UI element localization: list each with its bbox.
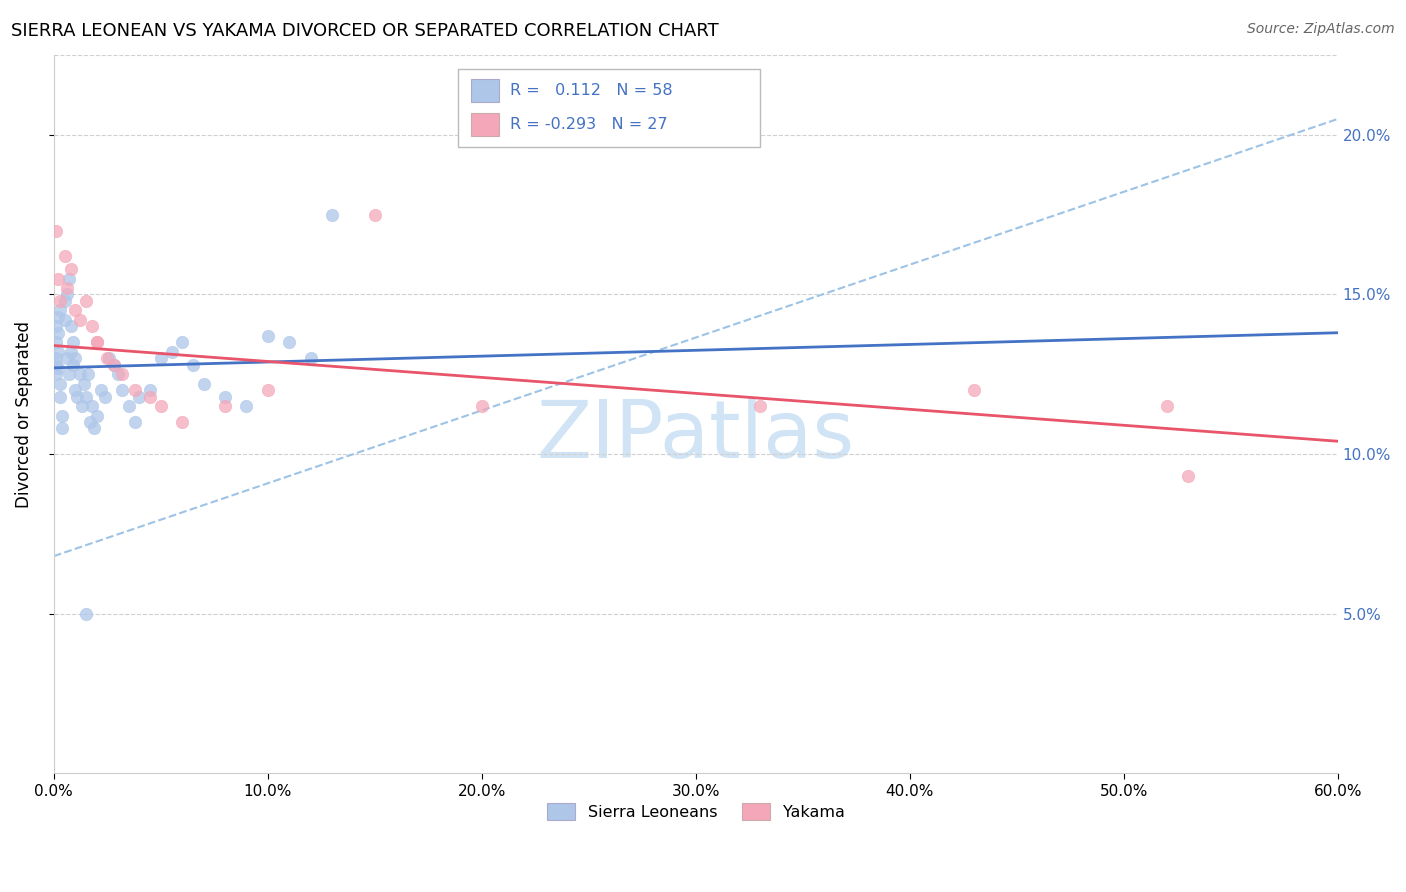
Point — [45, 358, 67, 372]
Point — [51, 409, 73, 423]
Point — [79, 415, 101, 429]
Point — [193, 376, 215, 391]
Point — [69, 313, 91, 327]
Point — [139, 390, 162, 404]
Point — [471, 399, 494, 413]
Point — [256, 329, 278, 343]
Y-axis label: Divorced or Separated: Divorced or Separated — [15, 320, 32, 508]
Point — [235, 399, 257, 413]
Point — [53, 313, 76, 327]
FancyBboxPatch shape — [471, 78, 499, 102]
Point — [46, 360, 69, 375]
Point — [58, 368, 80, 382]
Point — [172, 335, 194, 350]
Point — [62, 358, 84, 372]
Point — [51, 421, 73, 435]
Text: R =   0.112   N = 58: R = 0.112 N = 58 — [509, 83, 672, 98]
Point — [45, 351, 67, 366]
Point — [103, 358, 125, 372]
Point — [1177, 469, 1199, 483]
Text: ZIPatlas: ZIPatlas — [537, 397, 855, 475]
Point — [86, 409, 108, 423]
Point — [124, 383, 146, 397]
Point — [65, 383, 87, 397]
Point — [77, 368, 100, 382]
Point — [65, 351, 87, 366]
Point — [55, 351, 77, 366]
Point — [111, 383, 134, 397]
Point — [75, 293, 97, 308]
Point — [70, 399, 93, 413]
Point — [45, 368, 67, 382]
Point — [364, 208, 387, 222]
Point — [69, 368, 91, 382]
Point — [96, 351, 118, 366]
Point — [75, 390, 97, 404]
Point — [86, 335, 108, 350]
Point — [82, 399, 104, 413]
Point — [214, 399, 236, 413]
Point — [139, 383, 162, 397]
Point — [149, 351, 172, 366]
Point — [46, 271, 69, 285]
Point — [49, 293, 72, 308]
Text: Source: ZipAtlas.com: Source: ZipAtlas.com — [1247, 22, 1395, 37]
Point — [128, 390, 150, 404]
Point — [49, 376, 72, 391]
Point — [53, 249, 76, 263]
Point — [103, 358, 125, 372]
Point — [49, 390, 72, 404]
Point — [1156, 399, 1178, 413]
Text: R = -0.293   N = 27: R = -0.293 N = 27 — [509, 117, 668, 132]
Text: SIERRA LEONEAN VS YAKAMA DIVORCED OR SEPARATED CORRELATION CHART: SIERRA LEONEAN VS YAKAMA DIVORCED OR SEP… — [11, 22, 718, 40]
Point — [90, 383, 112, 397]
Point — [46, 344, 69, 359]
Point — [53, 293, 76, 308]
Point — [149, 399, 172, 413]
Point — [299, 351, 322, 366]
Point — [214, 390, 236, 404]
Point — [82, 319, 104, 334]
Point — [58, 271, 80, 285]
Point — [49, 303, 72, 318]
Point — [111, 368, 134, 382]
Point — [963, 383, 986, 397]
Point — [46, 326, 69, 340]
Point — [55, 281, 77, 295]
Point — [83, 421, 105, 435]
Point — [59, 344, 82, 359]
Point — [160, 344, 183, 359]
Point — [65, 303, 87, 318]
Legend: Sierra Leoneans, Yakama: Sierra Leoneans, Yakama — [540, 797, 852, 826]
Point — [59, 261, 82, 276]
Point — [55, 287, 77, 301]
Point — [45, 224, 67, 238]
FancyBboxPatch shape — [471, 113, 499, 136]
Point — [172, 415, 194, 429]
Point — [321, 208, 343, 222]
Point — [181, 358, 204, 372]
Point — [124, 415, 146, 429]
Point — [45, 319, 67, 334]
Point — [62, 335, 84, 350]
Point — [749, 399, 772, 413]
Point — [118, 399, 141, 413]
Point — [73, 376, 96, 391]
Point — [86, 335, 108, 350]
Point — [66, 390, 89, 404]
Point — [59, 319, 82, 334]
Point — [98, 351, 121, 366]
Point — [278, 335, 301, 350]
Point — [45, 335, 67, 350]
Point — [46, 310, 69, 324]
Point — [107, 368, 129, 382]
FancyBboxPatch shape — [458, 70, 761, 147]
Point — [256, 383, 278, 397]
Point — [94, 390, 117, 404]
Point — [75, 607, 97, 621]
